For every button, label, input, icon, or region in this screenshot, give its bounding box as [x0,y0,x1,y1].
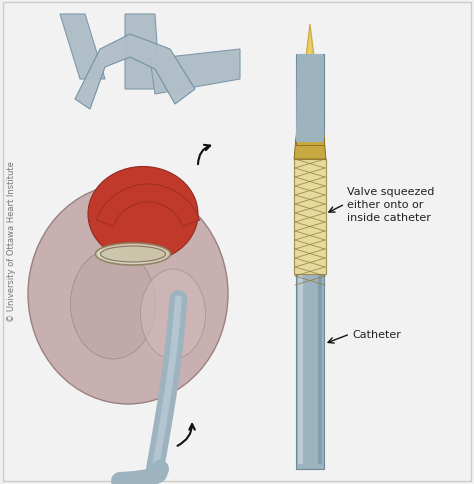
Ellipse shape [140,270,206,359]
Ellipse shape [95,243,171,265]
Text: Catheter: Catheter [352,329,401,339]
Bar [294,160,326,274]
Polygon shape [294,138,326,160]
Polygon shape [296,25,324,138]
Text: © University of Ottawa Heart Institute: © University of Ottawa Heart Institute [7,161,16,322]
Bar [296,138,324,146]
Polygon shape [307,30,313,138]
Polygon shape [60,15,105,80]
Polygon shape [125,15,160,90]
Bar [298,60,303,464]
Ellipse shape [71,249,155,359]
Bar [296,55,324,469]
Bar [318,60,322,464]
Ellipse shape [88,167,198,262]
Polygon shape [75,35,195,110]
Text: Valve squeezed
either onto or
inside catheter: Valve squeezed either onto or inside cat… [347,186,434,223]
Wedge shape [96,184,200,227]
Polygon shape [296,55,324,143]
Polygon shape [150,50,240,95]
Ellipse shape [100,246,165,262]
Ellipse shape [28,184,228,404]
